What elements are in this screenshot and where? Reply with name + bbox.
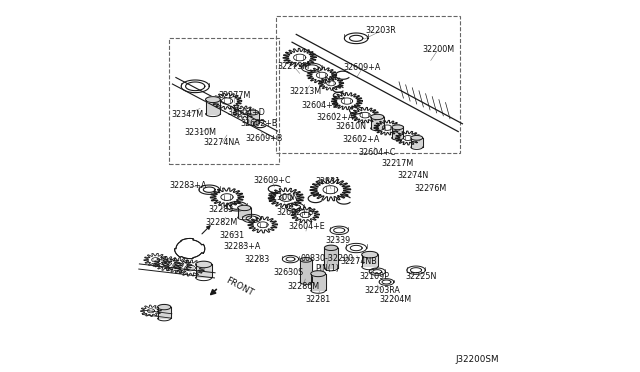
Text: 32274NB: 32274NB	[340, 257, 377, 266]
Polygon shape	[311, 271, 326, 277]
Polygon shape	[324, 245, 338, 250]
Text: 32286M: 32286M	[287, 282, 319, 291]
Text: 32602+A: 32602+A	[317, 113, 354, 122]
Text: 32310M: 32310M	[184, 128, 216, 137]
Text: J32200SM: J32200SM	[456, 355, 499, 364]
Text: FRONT: FRONT	[224, 275, 255, 298]
Text: 32274NA: 32274NA	[204, 138, 241, 147]
Text: 32604+B: 32604+B	[301, 101, 339, 110]
Text: 32300N: 32300N	[268, 193, 299, 202]
Text: 32276M: 32276M	[415, 185, 447, 193]
Text: 32602+B: 32602+B	[241, 119, 278, 128]
Polygon shape	[371, 114, 384, 120]
Text: 32339: 32339	[325, 236, 350, 245]
Text: 32283+A: 32283+A	[170, 182, 207, 190]
Polygon shape	[362, 251, 378, 258]
Polygon shape	[411, 138, 422, 147]
Polygon shape	[392, 125, 403, 130]
Polygon shape	[411, 135, 422, 140]
Text: 32109P: 32109P	[360, 272, 390, 281]
Text: 32631: 32631	[220, 231, 244, 240]
Text: 32217M: 32217M	[381, 158, 413, 168]
Text: 32277M: 32277M	[219, 91, 252, 100]
Polygon shape	[392, 127, 403, 138]
Text: 32604+C: 32604+C	[359, 148, 396, 157]
Polygon shape	[300, 260, 312, 282]
Text: 32213M: 32213M	[289, 87, 321, 96]
Polygon shape	[247, 110, 259, 115]
Text: 32203R: 32203R	[365, 26, 396, 35]
Text: 32630S: 32630S	[273, 268, 304, 277]
Polygon shape	[205, 97, 220, 103]
Polygon shape	[237, 205, 251, 211]
Text: 32609+A: 32609+A	[344, 63, 381, 72]
Polygon shape	[300, 257, 312, 262]
Text: 32282M: 32282M	[205, 218, 237, 227]
Polygon shape	[157, 304, 171, 310]
Text: 32204M: 32204M	[380, 295, 412, 304]
Text: 32609+C: 32609+C	[253, 176, 291, 185]
Polygon shape	[205, 100, 220, 113]
Text: 32609+B: 32609+B	[245, 134, 283, 142]
Text: 32225N: 32225N	[406, 272, 437, 281]
Text: 32200M: 32200M	[422, 45, 454, 54]
Polygon shape	[247, 112, 259, 123]
Polygon shape	[175, 238, 205, 259]
Text: 32610N: 32610N	[336, 122, 367, 131]
Text: 32347M: 32347M	[171, 109, 203, 119]
Text: 32281: 32281	[305, 295, 331, 304]
Text: 32602+A: 32602+A	[342, 135, 380, 144]
Text: 32604+E: 32604+E	[289, 222, 325, 231]
Text: 32283+A: 32283+A	[224, 243, 261, 251]
Text: 32274N: 32274N	[397, 171, 429, 180]
Text: 32203RA: 32203RA	[364, 286, 400, 295]
Text: 32283: 32283	[244, 254, 270, 264]
Polygon shape	[324, 248, 338, 268]
Text: 32283: 32283	[209, 205, 234, 215]
Text: 32331: 32331	[316, 177, 340, 186]
Polygon shape	[371, 117, 384, 128]
Text: 00830-32200
PIN(1): 00830-32200 PIN(1)	[301, 254, 354, 273]
Polygon shape	[362, 255, 378, 266]
Text: 32604+D: 32604+D	[227, 108, 265, 117]
Polygon shape	[237, 208, 251, 217]
Polygon shape	[311, 274, 326, 290]
Text: 32273M: 32273M	[277, 61, 310, 71]
Polygon shape	[196, 261, 212, 268]
Polygon shape	[157, 307, 171, 318]
Text: 32602+B: 32602+B	[276, 208, 314, 217]
Polygon shape	[196, 264, 212, 278]
